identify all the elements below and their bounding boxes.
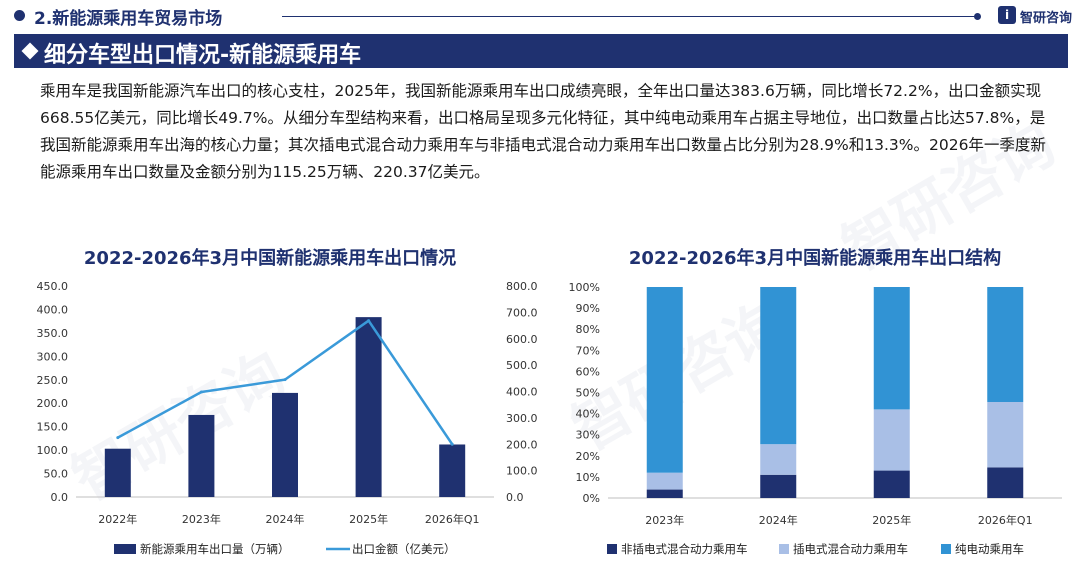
intro-paragraph: 乘用车是我国新能源汽车出口的核心支柱，2025年，我国新能源乘用车出口成绩亮眼，… — [40, 82, 1046, 181]
left-axis-tick-label: 150.0 — [37, 421, 69, 434]
left-axis-tick-label: 350.0 — [37, 327, 69, 340]
right-axis-tick-label: 700.0 — [506, 306, 538, 319]
y-axis-tick-label: 0% — [583, 492, 600, 505]
export-value-point — [367, 319, 371, 323]
x-axis-category-label: 2024年 — [759, 513, 798, 527]
right-axis-tick-label: 100.0 — [506, 465, 538, 478]
y-axis-tick-label: 30% — [576, 429, 600, 442]
top-header: 2.新能源乘用车贸易市场 i 智研咨询 — [0, 0, 1080, 32]
export-volume-chart: 0.0 50.0 100.0 150.0 200.0 250.0 300.0 350.0 400… — [37, 280, 538, 556]
y-axis-tick-label: 50% — [576, 387, 600, 400]
stacked-bar-segment-0 — [873, 470, 910, 498]
stacked-bar-segment-1 — [646, 472, 683, 490]
x-axis-category-label: 2026年Q1 — [425, 512, 480, 526]
export-volume-bar — [188, 414, 215, 497]
left-axis-tick-label: 0.0 — [51, 491, 69, 504]
page-title: 细分车型出口情况-新能源乘用车 — [44, 43, 362, 68]
export-volume-bar — [272, 392, 298, 497]
stacked-bar-segment-0 — [646, 489, 683, 498]
export-value-point — [116, 436, 120, 440]
left-axis-tick-label: 100.0 — [37, 444, 69, 457]
page-banner: 细分车型出口情况-新能源乘用车 — [14, 34, 1068, 68]
stacked-bar-segment-1 — [760, 444, 797, 475]
y-axis-tick-label: 70% — [576, 344, 600, 357]
legend-label: 非插电式混合动力乘用车 — [621, 542, 748, 556]
right-axis-tick-label: 400.0 — [506, 386, 538, 399]
left-axis-tick-label: 400.0 — [37, 303, 69, 316]
legend-swatch — [607, 544, 617, 554]
x-axis-category-label: 2023年 — [182, 512, 221, 526]
y-axis-tick-label: 10% — [576, 471, 600, 484]
brand-logo-icon: i — [998, 6, 1016, 24]
legend-swatch — [779, 544, 789, 554]
section-title: 2.新能源乘用车贸易市场 — [34, 9, 223, 29]
legend-label: 出口金额（亿美元） — [352, 542, 456, 556]
export-value-point — [283, 378, 287, 382]
x-axis-category-label: 2022年 — [98, 512, 137, 526]
export-value-point — [199, 390, 203, 394]
stacked-bar-segment-2 — [987, 287, 1024, 402]
stacked-bar-segment-2 — [646, 287, 683, 473]
left-axis-tick-label: 250.0 — [37, 374, 69, 387]
legend-label: 新能源乘用车出口量（万辆） — [140, 542, 290, 556]
export-volume-bar — [439, 444, 466, 497]
stacked-bar-segment-1 — [987, 401, 1024, 468]
y-axis-tick-label: 60% — [576, 365, 600, 378]
y-axis-tick-label: 40% — [576, 408, 600, 421]
stacked-bar-segment-0 — [760, 474, 797, 498]
y-axis-tick-label: 100% — [569, 281, 600, 294]
export-volume-chart-title: 2022-2026年3月中国新能源乘用车出口情况 — [83, 248, 457, 269]
y-axis-tick-label: 80% — [576, 323, 600, 336]
left-axis-tick-label: 450.0 — [37, 280, 69, 293]
x-axis-category-label: 2024年 — [266, 512, 305, 526]
left-axis-tick-label: 200.0 — [37, 397, 69, 410]
divider-dot-icon — [974, 13, 981, 20]
right-axis-tick-label: 200.0 — [506, 438, 538, 451]
x-axis-category-label: 2026年Q1 — [978, 513, 1033, 527]
stacked-bar-segment-1 — [873, 409, 910, 471]
brand-name: 智研咨询 — [1020, 11, 1073, 26]
stacked-bar-segment-2 — [873, 287, 910, 410]
right-axis-tick-label: 800.0 — [506, 280, 538, 293]
x-axis-category-label: 2025年 — [349, 512, 388, 526]
right-axis-tick-label: 0.0 — [506, 491, 524, 504]
y-axis-tick-label: 90% — [576, 302, 600, 315]
left-axis-tick-label: 50.0 — [44, 468, 69, 481]
stacked-bar-segment-2 — [760, 287, 797, 445]
export-volume-bar — [104, 448, 131, 497]
export-structure-chart-title: 2022-2026年3月中国新能源乘用车出口结构 — [628, 248, 1002, 269]
header-divider — [282, 16, 977, 17]
x-axis-category-label: 2023年 — [645, 513, 684, 527]
legend-label: 纯电动乘用车 — [955, 542, 1024, 556]
y-axis-tick-label: 20% — [576, 450, 600, 463]
right-axis-tick-label: 300.0 — [506, 412, 538, 425]
x-axis-category-label: 2025年 — [872, 513, 911, 527]
legend-swatch — [941, 544, 951, 554]
stacked-bar-segment-0 — [987, 467, 1024, 498]
left-axis-tick-label: 300.0 — [37, 350, 69, 363]
right-axis-tick-label: 500.0 — [506, 359, 538, 372]
right-axis-tick-label: 600.0 — [506, 333, 538, 346]
legend-label: 插电式混合动力乘用车 — [793, 542, 908, 556]
export-volume-bar — [355, 317, 382, 497]
bullet-dot-icon — [14, 10, 25, 21]
export-value-point — [450, 442, 454, 446]
legend-swatch-bar — [114, 544, 136, 554]
